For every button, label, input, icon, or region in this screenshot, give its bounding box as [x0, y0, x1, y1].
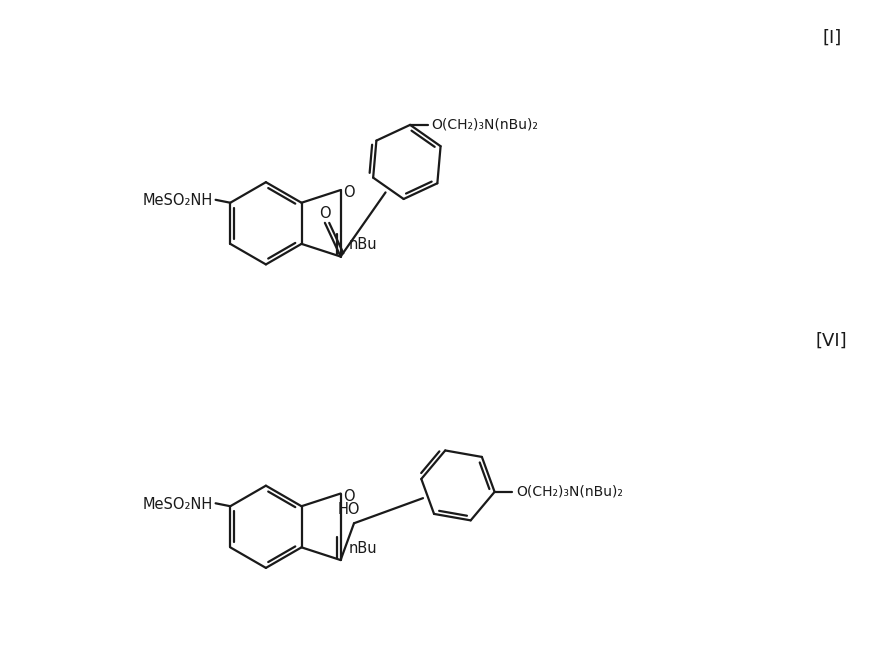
Text: MeSO₂NH: MeSO₂NH: [142, 193, 213, 208]
Text: [VI]: [VI]: [815, 332, 847, 350]
Text: [I]: [I]: [822, 28, 840, 46]
Text: HO: HO: [337, 502, 360, 517]
Text: O(CH₂)₃N(nBu)₂: O(CH₂)₃N(nBu)₂: [516, 485, 622, 499]
Text: O: O: [342, 489, 354, 504]
Text: nBu: nBu: [348, 237, 376, 253]
Text: O: O: [342, 186, 354, 200]
Text: nBu: nBu: [348, 541, 376, 556]
Text: O: O: [319, 206, 330, 221]
Text: O(CH₂)₃N(nBu)₂: O(CH₂)₃N(nBu)₂: [431, 118, 538, 132]
Text: MeSO₂NH: MeSO₂NH: [142, 497, 213, 512]
